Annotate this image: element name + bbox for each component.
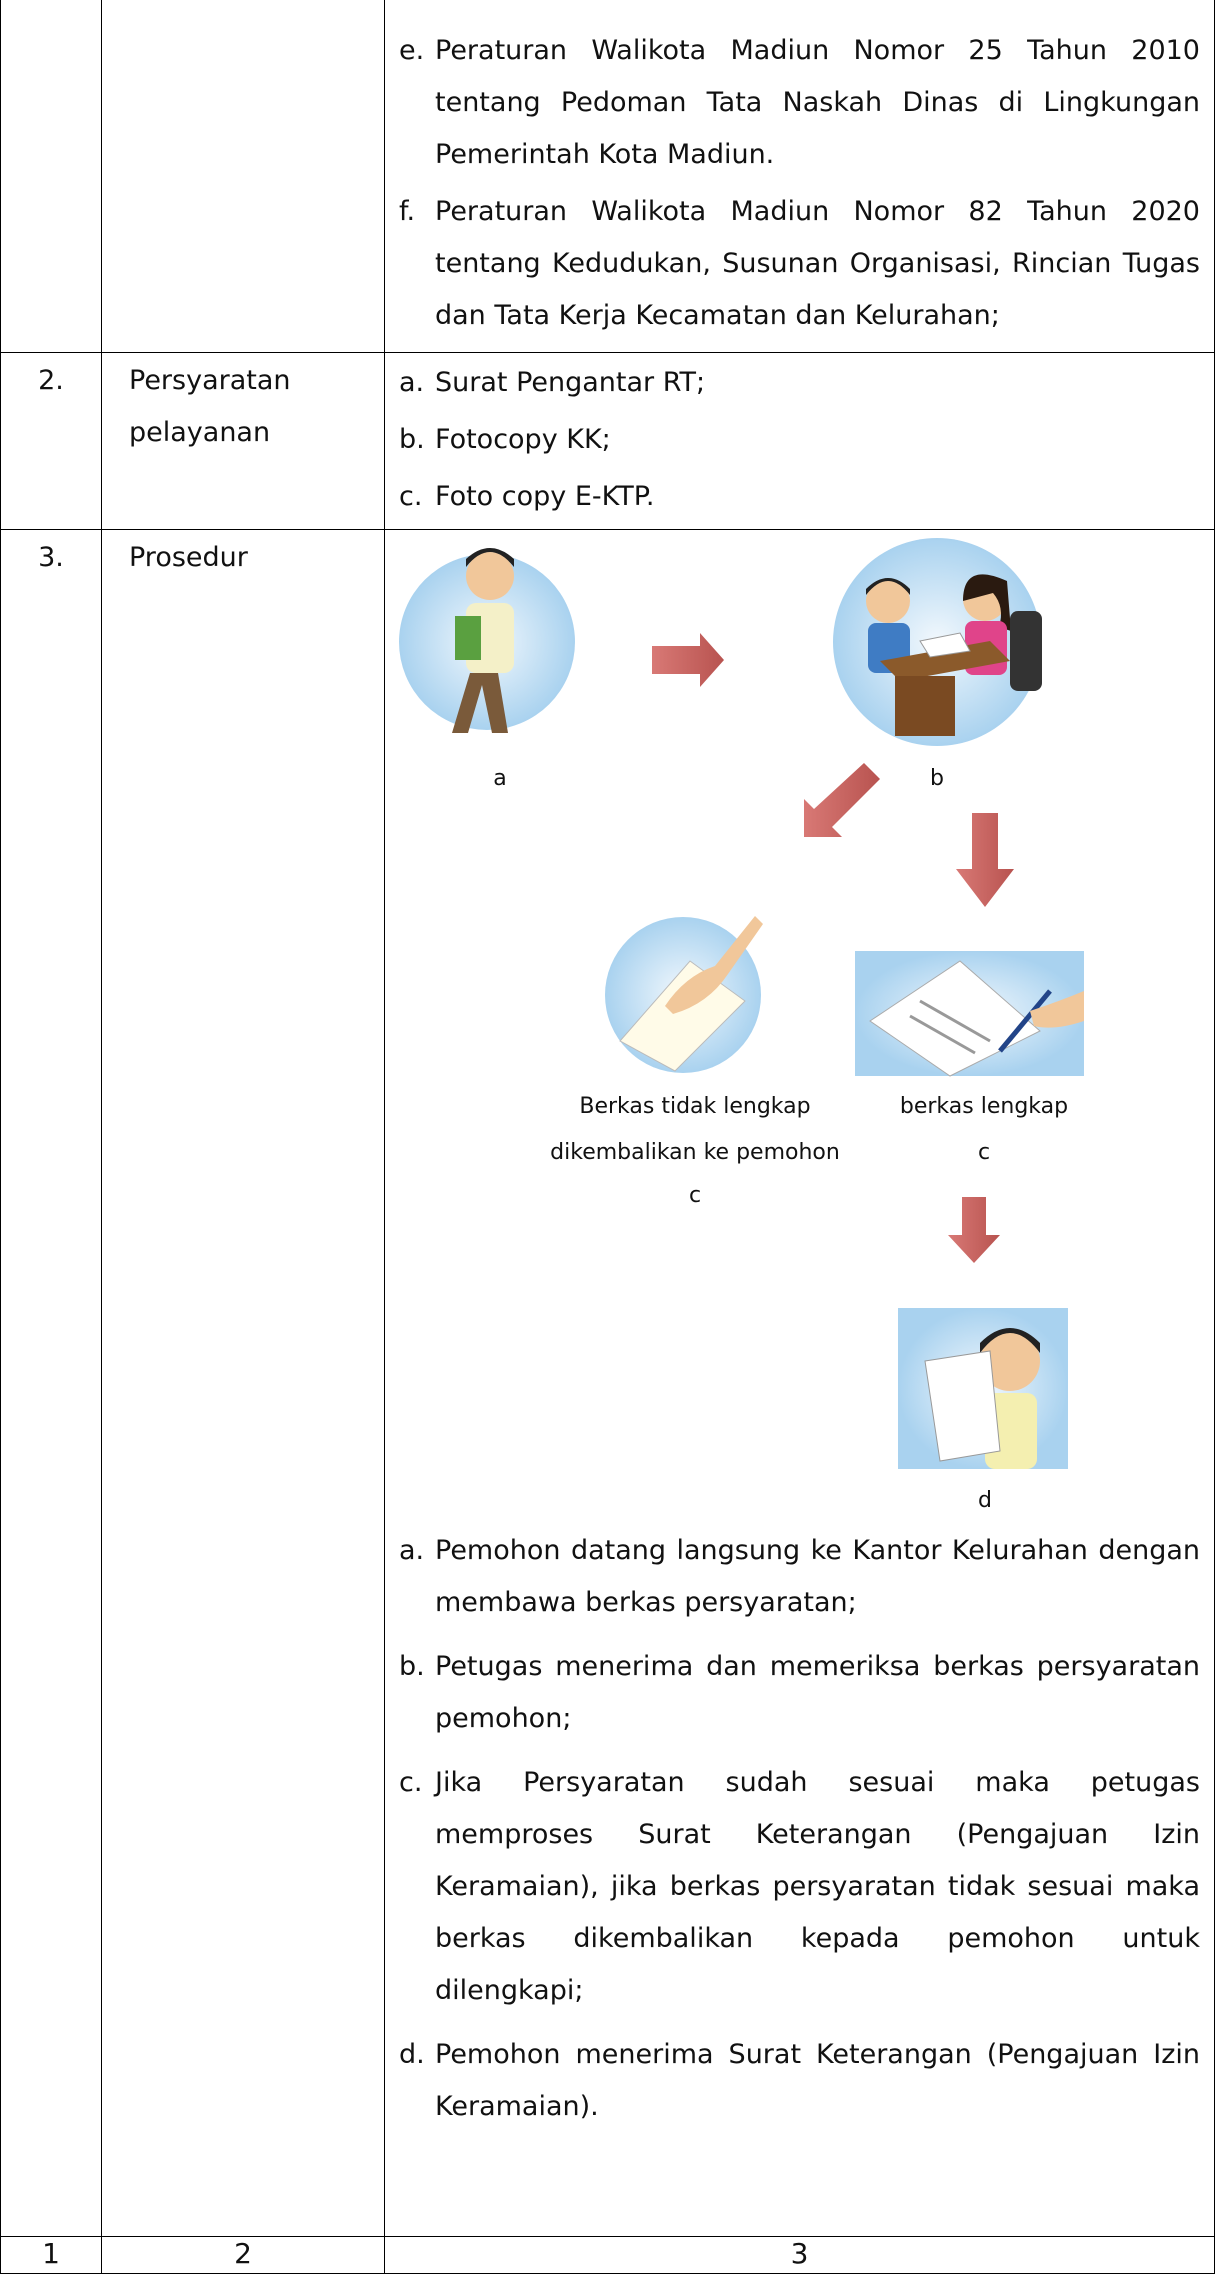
item-text: Pemohon datang langsung ke Kantor Kelura…	[435, 1534, 1200, 1618]
list-item: a. Surat Pengantar RT;	[399, 357, 1200, 409]
arrow	[956, 812, 1014, 907]
list-item: b. Petugas menerima dan memeriksa berkas …	[399, 1641, 1200, 1745]
diagram-label: b	[930, 766, 944, 791]
item-marker: d.	[399, 2038, 425, 2070]
arrow	[804, 762, 880, 837]
row-number: 2.	[0, 351, 102, 530]
footer-cell: 3	[384, 2235, 1215, 2274]
diagram-caption: Berkas tidak lengkap	[579, 1094, 810, 1119]
footer-cell: 1	[0, 2235, 102, 2274]
row-number: 3.	[0, 528, 102, 2237]
diagram-caption: dikembalikan ke pemohon	[550, 1140, 840, 1165]
item-marker: f.	[399, 196, 416, 227]
list-item: d. Pemohon menerima Surat Keterangan (Pen…	[399, 2029, 1200, 2133]
row: e. Peraturan Walikota Madiun Nomor 25 Tah…	[0, 0, 1215, 353]
item-text: Jika Persyaratan sudah sesuai maka petug…	[435, 1766, 1200, 2006]
procedure-diagram: a b Berkas ti	[399, 537, 1084, 1513]
item-list: e. Peraturan Walikota Madiun Nomor 25 Tah…	[385, 0, 1214, 342]
list-item: c. Foto copy E-KTP.	[399, 471, 1200, 523]
list-item: e. Peraturan Walikota Madiun Nomor 25 Tah…	[399, 25, 1200, 181]
item-marker: a.	[399, 366, 425, 398]
item-text: Foto copy E-KTP.	[435, 480, 655, 512]
item-marker: e.	[399, 35, 425, 66]
footer-row: 1 2 3	[0, 2235, 1215, 2274]
diagram-caption: berkas lengkap	[900, 1094, 1068, 1119]
cell: a b Berkas ti	[384, 528, 1215, 2237]
cell	[101, 0, 385, 353]
diagram-label: d	[978, 1488, 992, 1513]
cell: a. Surat Pengantar RT; b. Fotocopy KK; c. Fot…	[384, 351, 1215, 530]
item-marker: c.	[399, 1766, 423, 1798]
row-title: Prosedur	[101, 528, 385, 2237]
item-marker: c.	[399, 480, 423, 512]
list-item: c. Jika Persyaratan sudah sesuai maka pet…	[399, 1757, 1200, 2017]
row: 2. Persyaratan pelayanan a. Surat Pengant…	[0, 351, 1215, 530]
item-marker: b.	[399, 1650, 425, 1682]
arrow	[652, 632, 724, 687]
item-marker: a.	[399, 1534, 425, 1566]
diagram-label: a	[493, 766, 506, 791]
illustration-result	[898, 1307, 1068, 1469]
item-text: Peraturan Walikota Madiun Nomor 25 Tahun…	[435, 35, 1200, 170]
item-text: Petugas menerima dan memeriksa berkas pe…	[435, 1650, 1200, 1734]
cell: e. Peraturan Walikota Madiun Nomor 25 Tah…	[384, 0, 1215, 353]
item-marker: b.	[399, 423, 425, 455]
illustration-applicant	[399, 547, 575, 733]
item-list: a. Surat Pengantar RT; b. Fotocopy KK; c. Fot…	[385, 353, 1214, 523]
arrow	[948, 1196, 1000, 1263]
item-text: Surat Pengantar RT;	[435, 366, 706, 398]
illustration-complete	[855, 950, 1084, 1077]
illustration-officer	[833, 537, 1042, 746]
cell	[0, 0, 102, 353]
row: 3. Prosedur	[0, 528, 1215, 2237]
illustration-rejected	[605, 915, 763, 1073]
item-text: Fotocopy KK;	[435, 423, 611, 455]
diagram-caption: c	[978, 1140, 990, 1165]
item-text: Peraturan Walikota Madiun Nomor 82 Tahun…	[435, 196, 1200, 331]
diagram-caption: c	[689, 1183, 701, 1208]
list-item: f. Peraturan Walikota Madiun Nomor 82 Tah…	[399, 186, 1200, 342]
list-item: a. Pemohon datang langsung ke Kantor Kelu…	[399, 1525, 1200, 1629]
row-title: Persyaratan pelayanan	[101, 351, 385, 530]
item-text: Pemohon menerima Surat Keterangan (Penga…	[435, 2038, 1200, 2122]
footer-cell: 2	[101, 2235, 385, 2274]
list-item: b. Fotocopy KK;	[399, 414, 1200, 466]
item-list: a. Pemohon datang langsung ke Kantor Kelu…	[385, 1525, 1214, 2133]
